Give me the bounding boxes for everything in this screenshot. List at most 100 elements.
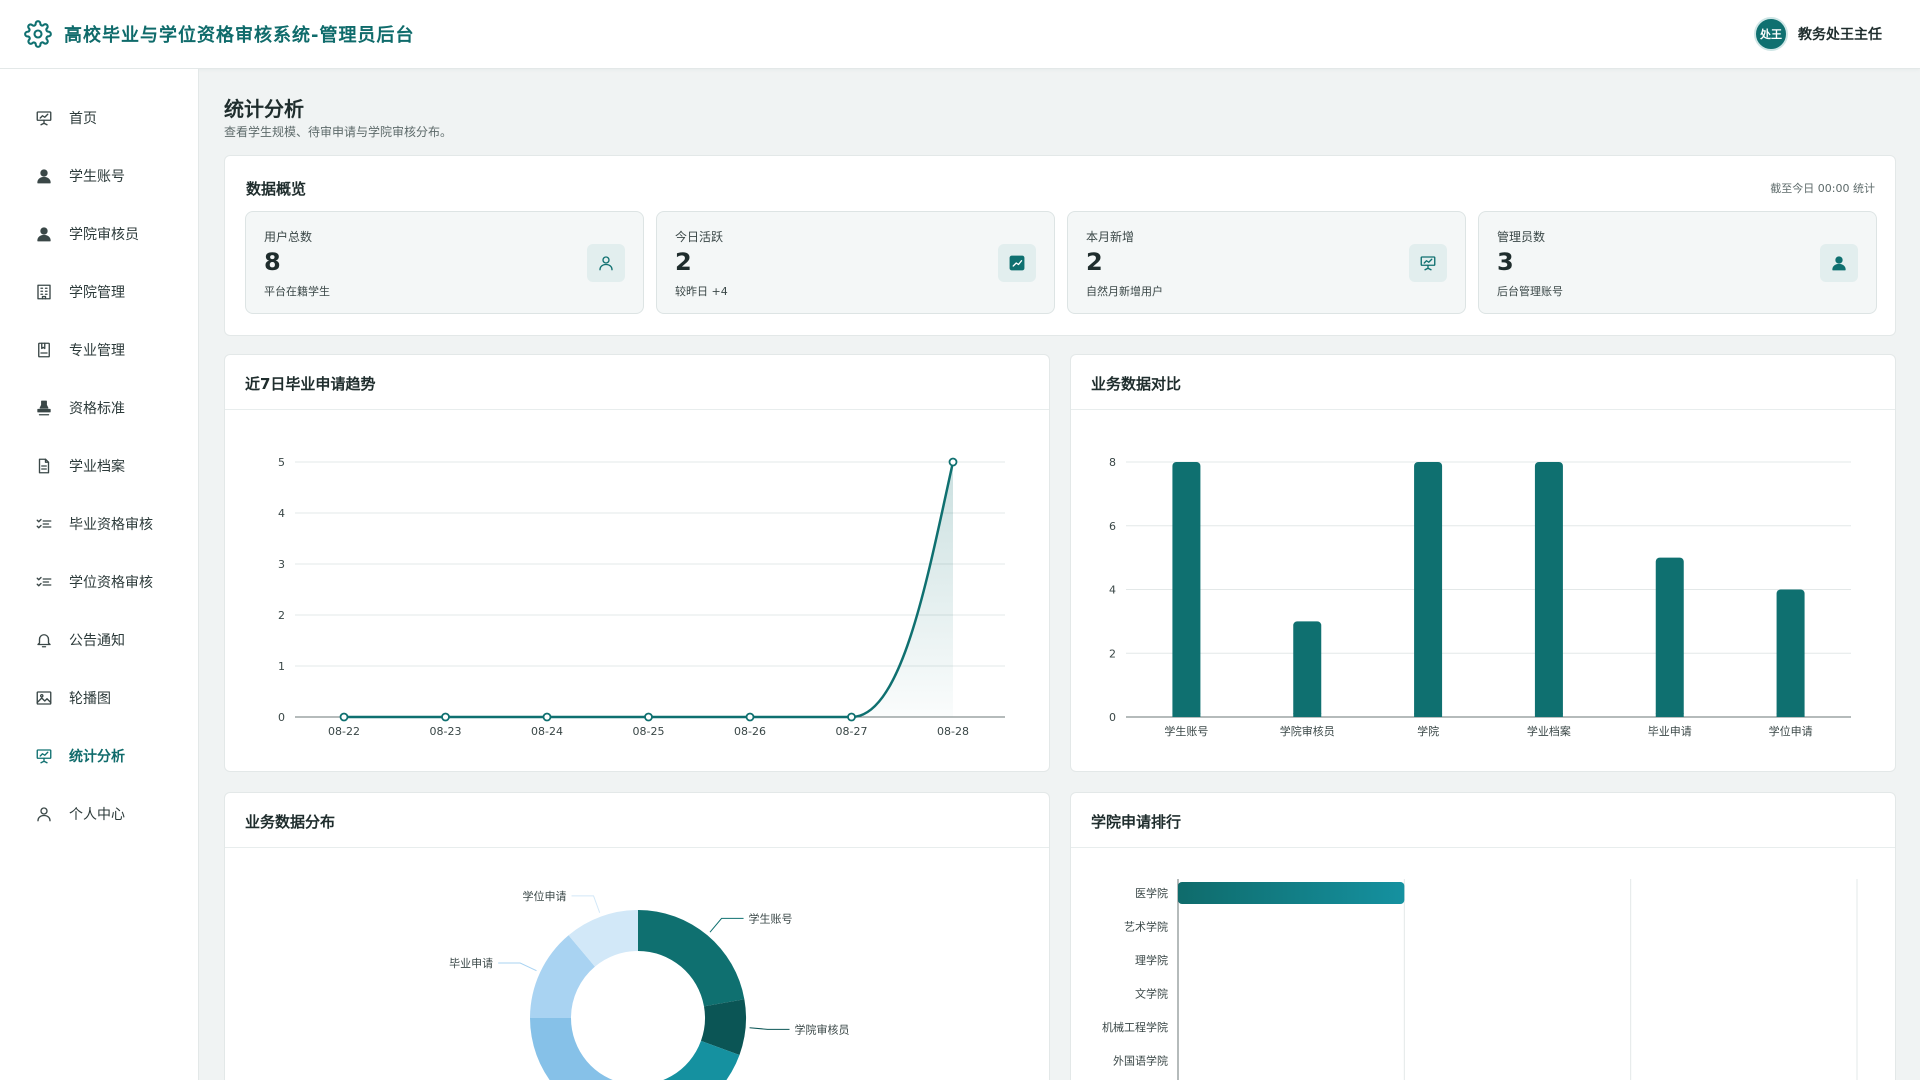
- divider: [1071, 847, 1895, 848]
- y-tick-label: 4: [1109, 584, 1116, 597]
- pie-slice[interactable]: [530, 935, 595, 1018]
- sidebar-item-label: 毕业资格审核: [69, 517, 153, 533]
- overview-note: 截至今日 00:00 统计: [1770, 182, 1875, 195]
- x-tick-label: 08-26: [734, 725, 766, 738]
- sidebar-item-9[interactable]: 公告通知: [0, 611, 198, 669]
- bar-base: [1534, 713, 1563, 717]
- bar[interactable]: [1293, 621, 1322, 717]
- divider: [1071, 409, 1895, 410]
- pie-slice[interactable]: [619, 1040, 740, 1080]
- presentation-icon: [1409, 244, 1447, 282]
- sidebar-item-6[interactable]: 学业档案: [0, 437, 198, 495]
- data-point[interactable]: [948, 457, 958, 467]
- y-tick-label: 8: [1109, 456, 1116, 469]
- page-title: 统计分析: [224, 97, 304, 121]
- x-tick-label: 学业档案: [1527, 724, 1571, 738]
- checklist-icon: [35, 515, 53, 533]
- bar[interactable]: [1172, 462, 1201, 717]
- stat-value: 2: [1086, 248, 1103, 276]
- user-filled-icon: [35, 225, 53, 243]
- bar[interactable]: [1655, 557, 1684, 717]
- pie-slice[interactable]: [638, 910, 745, 1007]
- pie-label: 学位申请: [523, 889, 567, 903]
- data-point[interactable]: [745, 712, 755, 722]
- bar[interactable]: [1776, 589, 1805, 718]
- sidebar: 首页 学生账号 学院审核员学院管理专业管理资格标准学业档案毕业资格审核 学位资格审核公…: [0, 69, 199, 1080]
- user-name[interactable]: 教务处王主任: [1798, 27, 1882, 43]
- data-point[interactable]: [542, 712, 552, 722]
- x-tick-label: 学院审核员: [1280, 724, 1335, 738]
- bar-base: [1655, 713, 1684, 717]
- bar[interactable]: [1534, 462, 1563, 717]
- y-category-label: 医学院: [1135, 886, 1168, 900]
- stat-label: 今日活跃: [675, 230, 724, 244]
- pie-label-line: [749, 1027, 790, 1030]
- brand[interactable]: 高校毕业与学位资格审核系统-管理员后台: [24, 20, 414, 48]
- pie-label: 学院审核员: [795, 1022, 850, 1036]
- ranking-chart-title: 学院申请排行: [1091, 813, 1182, 831]
- pie-slice[interactable]: [568, 910, 638, 967]
- bell-icon: [35, 631, 53, 649]
- user-menu[interactable]: 处王 教务处王主任: [1754, 17, 1882, 51]
- y-category-label: 艺术学院: [1124, 920, 1168, 934]
- pie-label-line: [709, 917, 744, 933]
- stat-desc: 平台在籍学生: [264, 285, 330, 298]
- series-area: [344, 462, 953, 717]
- bar-base: [1776, 713, 1805, 717]
- stat-card: 管理员数 3 后台管理账号: [1478, 211, 1877, 314]
- divider: [225, 409, 1049, 410]
- y-tick-label: 2: [278, 609, 285, 622]
- pie-slice[interactable]: [530, 1018, 626, 1080]
- sidebar-item-2[interactable]: 学院审核员: [0, 205, 198, 263]
- sidebar-item-label: 专业管理: [69, 343, 125, 359]
- trend-chart-card: 近7日毕业申请趋势 0 1 2 3 4 5 08-22 08-23 08-24 08-25 08-2…: [224, 354, 1050, 772]
- bar[interactable]: [1414, 462, 1443, 717]
- avatar[interactable]: 处王: [1754, 17, 1788, 51]
- image-icon: [35, 689, 53, 707]
- data-point[interactable]: [339, 712, 349, 722]
- compare-chart-card: 业务数据对比 0 2 4 6 8 学生账号 学院审核员 学院 学业档案 毕业申请 学位申请: [1070, 354, 1896, 772]
- sidebar-item-3[interactable]: 学院管理: [0, 263, 198, 321]
- presentation-icon: [35, 109, 53, 127]
- pie-label-line: [571, 895, 601, 913]
- sidebar-item-10[interactable]: 轮播图: [0, 669, 198, 727]
- sidebar-item-label: 统计分析: [69, 749, 125, 765]
- sidebar-item-1[interactable]: 学生账号: [0, 147, 198, 205]
- x-tick-label: 08-24: [531, 725, 563, 738]
- main-content: 统计分析 查看学生规模、待审申请与学院审核分布。 数据概览 截至今日 00:00…: [224, 69, 1896, 1080]
- sidebar-item-label: 学位资格审核: [69, 575, 153, 591]
- user-filled-icon: [35, 167, 53, 185]
- bar[interactable]: [1178, 882, 1405, 904]
- chart-trend-icon: [998, 244, 1036, 282]
- sidebar-item-11[interactable]: 统计分析: [0, 727, 198, 785]
- page-subtitle: 查看学生规模、待审申请与学院审核分布。: [224, 125, 453, 139]
- sidebar-item-4[interactable]: 专业管理: [0, 321, 198, 379]
- user-outline-icon: [587, 244, 625, 282]
- sidebar-item-label: 资格标准: [69, 401, 125, 417]
- stat-card: 今日活跃 2 较昨日 +4: [656, 211, 1055, 314]
- x-tick-label: 学位申请: [1769, 724, 1813, 738]
- gear-icon: [24, 20, 52, 48]
- pie-slice[interactable]: [700, 999, 746, 1055]
- sidebar-menu: 首页 学生账号 学院审核员学院管理专业管理资格标准学业档案毕业资格审核 学位资格审核公…: [0, 69, 198, 843]
- sidebar-item-label: 学院管理: [69, 285, 125, 301]
- sidebar-item-7[interactable]: 毕业资格审核: [0, 495, 198, 553]
- pie-label: 学生账号: [749, 911, 793, 925]
- sidebar-item-8[interactable]: 学位资格审核: [0, 553, 198, 611]
- y-tick-label: 0: [278, 711, 285, 724]
- sidebar-item-5[interactable]: 资格标准: [0, 379, 198, 437]
- sidebar-item-0[interactable]: 首页: [0, 89, 198, 147]
- app-title: 高校毕业与学位资格审核系统-管理员后台: [64, 25, 415, 46]
- data-point[interactable]: [847, 712, 856, 722]
- sidebar-item-12[interactable]: 个人中心: [0, 785, 198, 843]
- data-point[interactable]: [644, 712, 653, 722]
- top-header: 高校毕业与学位资格审核系统-管理员后台 处王 教务处王主任: [0, 0, 1920, 69]
- y-tick-label: 5: [278, 456, 285, 469]
- distribution-chart-card: 业务数据分布 学生账号 学院审核员 毕业申请 学位申请: [224, 792, 1050, 1080]
- overview-title: 数据概览: [246, 180, 307, 198]
- y-category-label: 外国语学院: [1113, 1054, 1168, 1068]
- ranking-chart-card: 学院申请排行 医学院 艺术学院 理学院 文学院 机械工程学院 外国语学院: [1070, 792, 1896, 1080]
- stat-value: 8: [264, 248, 281, 276]
- data-point[interactable]: [441, 712, 450, 722]
